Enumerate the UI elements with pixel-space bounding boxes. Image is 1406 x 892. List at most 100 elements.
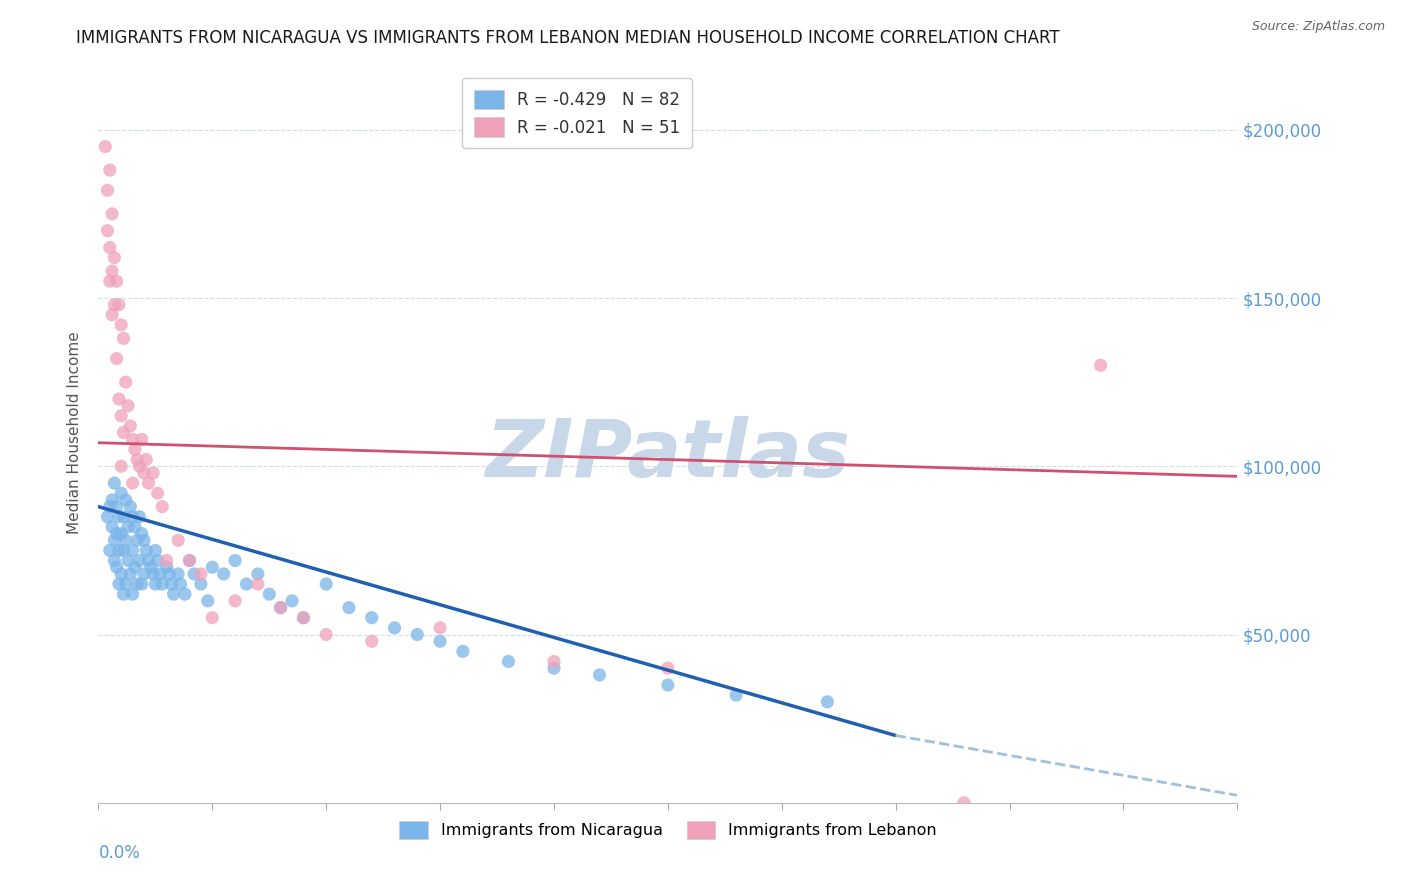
- Point: [120, 418, 142, 433]
- Point: [128, 509, 150, 524]
- Point: [114, 533, 136, 548]
- Point: [103, 533, 125, 548]
- Point: [117, 553, 139, 567]
- Point: [201, 560, 224, 574]
- Point: [138, 553, 160, 567]
- Point: [110, 486, 132, 500]
- Point: [190, 566, 212, 581]
- Point: [124, 560, 146, 574]
- Point: [953, 796, 976, 810]
- Point: [101, 492, 124, 507]
- Point: [150, 577, 173, 591]
- Point: [110, 318, 132, 332]
- Point: [246, 577, 269, 591]
- Point: [94, 139, 117, 153]
- Point: [149, 566, 172, 581]
- Point: [120, 500, 142, 514]
- Point: [121, 543, 143, 558]
- Text: ZIPatlas: ZIPatlas: [485, 416, 851, 494]
- Point: [281, 594, 304, 608]
- Point: [138, 476, 160, 491]
- Point: [103, 476, 125, 491]
- Point: [98, 500, 121, 514]
- Point: [98, 163, 121, 178]
- Text: Source: ZipAtlas.com: Source: ZipAtlas.com: [1251, 20, 1385, 33]
- Point: [429, 634, 451, 648]
- Point: [135, 543, 157, 558]
- Point: [121, 476, 143, 491]
- Point: [224, 553, 246, 567]
- Point: [131, 526, 153, 541]
- Point: [101, 264, 124, 278]
- Point: [108, 577, 131, 591]
- Point: [101, 520, 124, 534]
- Point: [114, 375, 136, 389]
- Point: [150, 500, 173, 514]
- Point: [96, 224, 118, 238]
- Point: [169, 577, 191, 591]
- Point: [146, 553, 169, 567]
- Point: [112, 587, 135, 601]
- Point: [128, 553, 150, 567]
- Point: [96, 509, 118, 524]
- Point: [132, 566, 155, 581]
- Point: [167, 566, 190, 581]
- Point: [235, 577, 257, 591]
- Point: [120, 566, 142, 581]
- Point: [360, 634, 382, 648]
- Point: [98, 240, 121, 255]
- Point: [157, 566, 180, 581]
- Point: [292, 610, 315, 624]
- Point: [145, 577, 167, 591]
- Point: [360, 610, 382, 624]
- Point: [98, 274, 121, 288]
- Point: [110, 526, 132, 541]
- Point: [127, 577, 149, 591]
- Point: [498, 655, 520, 669]
- Point: [429, 621, 451, 635]
- Point: [315, 627, 337, 641]
- Point: [112, 425, 135, 440]
- Point: [146, 486, 169, 500]
- Point: [114, 492, 136, 507]
- Point: [105, 274, 128, 288]
- Y-axis label: Median Household Income: Median Household Income: [67, 331, 83, 534]
- Point: [105, 351, 128, 366]
- Point: [103, 553, 125, 567]
- Point: [588, 668, 610, 682]
- Point: [224, 594, 246, 608]
- Point: [270, 600, 292, 615]
- Point: [139, 560, 162, 574]
- Point: [201, 610, 224, 624]
- Point: [114, 577, 136, 591]
- Point: [160, 577, 183, 591]
- Point: [725, 688, 748, 702]
- Point: [246, 566, 269, 581]
- Point: [112, 509, 135, 524]
- Point: [117, 520, 139, 534]
- Point: [543, 661, 565, 675]
- Point: [212, 566, 235, 581]
- Point: [815, 695, 838, 709]
- Point: [156, 560, 179, 574]
- Point: [162, 587, 184, 601]
- Point: [132, 466, 155, 480]
- Point: [127, 533, 149, 548]
- Point: [197, 594, 219, 608]
- Point: [259, 587, 281, 601]
- Point: [190, 577, 212, 591]
- Point: [135, 452, 157, 467]
- Point: [131, 433, 153, 447]
- Point: [124, 442, 146, 457]
- Point: [96, 183, 118, 197]
- Point: [179, 553, 201, 567]
- Point: [128, 459, 150, 474]
- Point: [105, 560, 128, 574]
- Point: [121, 509, 143, 524]
- Point: [108, 392, 131, 406]
- Point: [451, 644, 474, 658]
- Legend: Immigrants from Nicaragua, Immigrants from Lebanon: Immigrants from Nicaragua, Immigrants fr…: [388, 810, 948, 850]
- Point: [315, 577, 337, 591]
- Point: [270, 600, 292, 615]
- Point: [1090, 359, 1112, 373]
